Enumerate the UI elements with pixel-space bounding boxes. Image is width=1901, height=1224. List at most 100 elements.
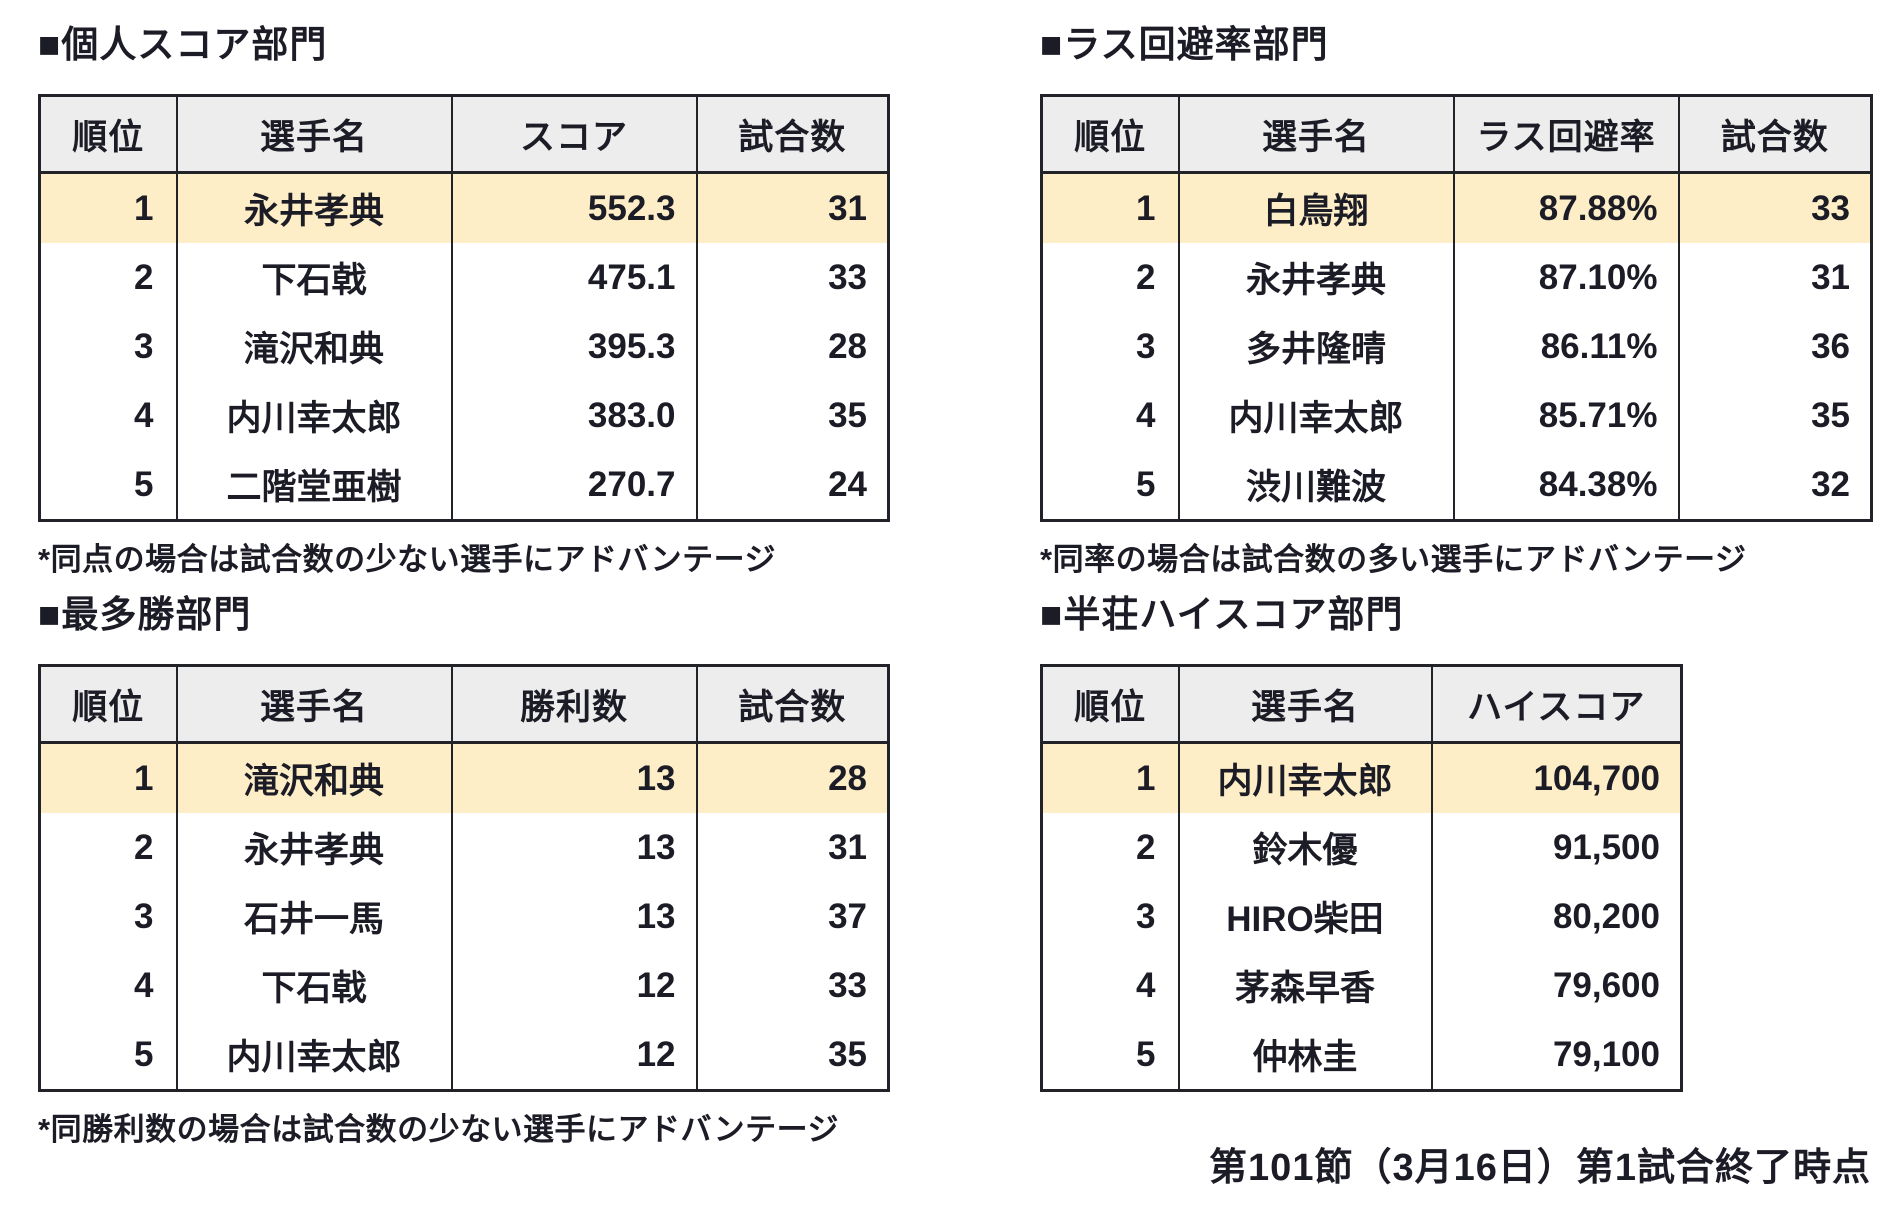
table-row: 4 内川幸太郎 85.71% 35: [1040, 381, 1873, 450]
table-row: 3 石井一馬 13 37: [38, 882, 890, 951]
player-name-cell: 多井隆晴: [1177, 312, 1455, 381]
rank-cell: 5: [1040, 1020, 1180, 1091]
highscore-cell: 80,200: [1430, 882, 1683, 951]
header-row: 順位 選手名 ラス回避率 試合数: [1040, 94, 1873, 174]
rate-cell: 87.88%: [1452, 172, 1680, 243]
rate-cell: 87.10%: [1452, 243, 1680, 312]
rank-cell: 2: [38, 813, 178, 882]
rate-cell: 86.11%: [1452, 312, 1680, 381]
col-header-rank: 順位: [38, 664, 178, 744]
games-cell: 28: [695, 742, 890, 813]
table-row: 2 永井孝典 13 31: [38, 813, 890, 882]
games-cell: 24: [695, 450, 890, 521]
table-row: 5 仲林圭 79,100: [1040, 1020, 1683, 1091]
header-row: 順位 選手名 勝利数 試合数: [38, 664, 890, 744]
footer-note: 第101節（3月16日）第1試合終了時点: [1209, 1147, 1871, 1189]
rank-cell: 5: [38, 1020, 178, 1091]
highscore-cell: 91,500: [1430, 813, 1683, 882]
rank-cell: 5: [38, 450, 178, 521]
games-cell: 31: [1677, 243, 1873, 312]
last-avoidance-table: 順位 選手名 ラス回避率 試合数 1 白鳥翔 87.88% 33 2 永井孝典 …: [1040, 94, 1873, 522]
player-name-cell: 内川幸太郎: [1177, 742, 1433, 813]
section-last-avoidance: ■ラス回避率部門 順位 選手名 ラス回避率 試合数 1 白鳥翔 87.88% 3…: [1040, 22, 1873, 579]
col-header-wins: 勝利数: [450, 664, 698, 744]
player-name-cell: 下石戟: [175, 951, 453, 1020]
col-header-games: 試合数: [695, 94, 890, 174]
rank-cell: 3: [1040, 882, 1180, 951]
col-header-rank: 順位: [1040, 664, 1180, 744]
highscore-cell: 104,700: [1430, 742, 1683, 813]
table-row: 3 HIRO柴田 80,200: [1040, 882, 1683, 951]
wins-cell: 12: [450, 951, 698, 1020]
table-row: 1 永井孝典 552.3 31: [38, 172, 890, 243]
col-header-player: 選手名: [1177, 664, 1433, 744]
section-title: ■最多勝部門: [38, 594, 252, 635]
games-cell: 35: [695, 381, 890, 450]
table-row: 1 内川幸太郎 104,700: [1040, 742, 1683, 813]
games-cell: 31: [695, 813, 890, 882]
rank-cell: 3: [38, 312, 178, 381]
score-cell: 270.7: [450, 450, 698, 521]
table-row: 4 内川幸太郎 383.0 35: [38, 381, 890, 450]
games-cell: 32: [1677, 450, 1873, 521]
footnote: *同点の場合は試合数の少ない選手にアドバンテージ: [38, 542, 776, 577]
player-name-cell: 下石戟: [175, 243, 453, 312]
player-name-cell: 内川幸太郎: [175, 1020, 453, 1091]
player-name-cell: 鈴木優: [1177, 813, 1433, 882]
wins-cell: 12: [450, 1020, 698, 1091]
col-header-avoid-rate: ラス回避率: [1452, 94, 1680, 174]
games-cell: 36: [1677, 312, 1873, 381]
section-hanchan-highscore: ■半荘ハイスコア部門 順位 選手名 ハイスコア 1 内川幸太郎 104,700 …: [1040, 592, 1683, 1092]
rank-cell: 4: [1040, 951, 1180, 1020]
table-row: 4 下石戟 12 33: [38, 951, 890, 1020]
wins-cell: 13: [450, 813, 698, 882]
table-row: 4 茅森早香 79,600: [1040, 951, 1683, 1020]
table-row: 2 永井孝典 87.10% 31: [1040, 243, 1873, 312]
col-header-highscore: ハイスコア: [1430, 664, 1683, 744]
rank-cell: 1: [1040, 742, 1180, 813]
hanchan-highscore-table: 順位 選手名 ハイスコア 1 内川幸太郎 104,700 2 鈴木優 91,50…: [1040, 664, 1683, 1092]
wins-cell: 13: [450, 882, 698, 951]
rank-cell: 2: [1040, 243, 1180, 312]
rank-cell: 1: [38, 742, 178, 813]
most-wins-table: 順位 選手名 勝利数 試合数 1 滝沢和典 13 28 2 永井孝典 13 31: [38, 664, 890, 1092]
score-cell: 395.3: [450, 312, 698, 381]
header-row: 順位 選手名 ハイスコア: [1040, 664, 1683, 744]
player-name-cell: 仲林圭: [1177, 1020, 1433, 1091]
highscore-cell: 79,100: [1430, 1020, 1683, 1091]
section-title: ■個人スコア部門: [38, 24, 328, 65]
rank-cell: 3: [38, 882, 178, 951]
rate-cell: 84.38%: [1452, 450, 1680, 521]
col-header-games: 試合数: [1677, 94, 1873, 174]
table-row: 2 下石戟 475.1 33: [38, 243, 890, 312]
games-cell: 31: [695, 172, 890, 243]
footnote: *同率の場合は試合数の多い選手にアドバンテージ: [1040, 542, 1747, 577]
rank-cell: 4: [38, 951, 178, 1020]
player-name-cell: 二階堂亜樹: [175, 450, 453, 521]
score-cell: 475.1: [450, 243, 698, 312]
rank-cell: 1: [38, 172, 178, 243]
col-header-player: 選手名: [175, 664, 453, 744]
player-name-cell: 永井孝典: [1177, 243, 1455, 312]
games-cell: 33: [695, 951, 890, 1020]
rank-cell: 3: [1040, 312, 1180, 381]
rank-cell: 2: [38, 243, 178, 312]
table-row: 5 二階堂亜樹 270.7 24: [38, 450, 890, 521]
score-cell: 552.3: [450, 172, 698, 243]
player-name-cell: 内川幸太郎: [175, 381, 453, 450]
player-name-cell: 茅森早香: [1177, 951, 1433, 1020]
table-row: 5 渋川難波 84.38% 32: [1040, 450, 1873, 521]
rank-cell: 1: [1040, 172, 1180, 243]
rate-cell: 85.71%: [1452, 381, 1680, 450]
col-header-player: 選手名: [1177, 94, 1455, 174]
highscore-cell: 79,600: [1430, 951, 1683, 1020]
games-cell: 33: [1677, 172, 1873, 243]
rank-cell: 4: [1040, 381, 1180, 450]
rank-cell: 5: [1040, 450, 1180, 521]
player-name-cell: 永井孝典: [175, 813, 453, 882]
col-header-rank: 順位: [1040, 94, 1180, 174]
player-name-cell: HIRO柴田: [1177, 882, 1433, 951]
section-most-wins: ■最多勝部門 順位 選手名 勝利数 試合数 1 滝沢和典 13 28: [38, 592, 890, 1149]
player-name-cell: 内川幸太郎: [1177, 381, 1455, 450]
